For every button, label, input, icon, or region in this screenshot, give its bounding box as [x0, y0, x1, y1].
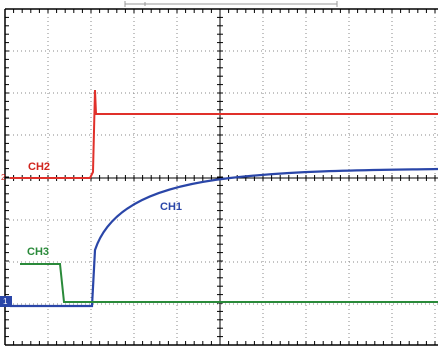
ch1-marker: 1 — [3, 297, 8, 306]
ch2-marker: 2 — [1, 173, 6, 182]
ch1-label: CH1 — [160, 201, 182, 213]
ch2-trace — [10, 89, 438, 179]
ch2-label: CH2 — [28, 161, 50, 173]
ch1-trace — [10, 167, 438, 308]
ch3-trace — [20, 263, 438, 303]
ch3-label: CH3 — [27, 246, 49, 258]
ch1-marker-box — [0, 296, 12, 307]
